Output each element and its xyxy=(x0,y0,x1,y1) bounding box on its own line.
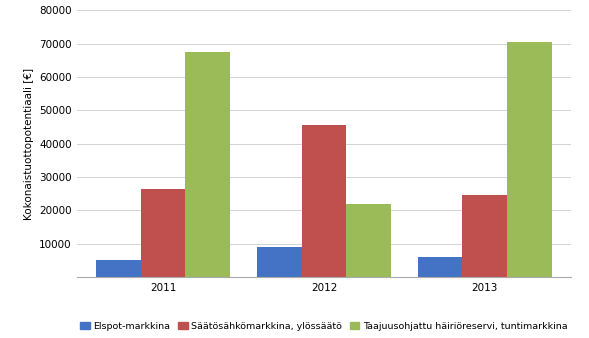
Bar xyxy=(186,52,230,277)
Bar xyxy=(418,257,462,277)
Bar xyxy=(97,261,141,277)
Bar xyxy=(302,125,346,277)
Bar xyxy=(507,42,551,277)
Y-axis label: Kokonaistuottopotentiaali [€]: Kokonaistuottopotentiaali [€] xyxy=(24,68,34,220)
Bar xyxy=(462,195,507,277)
Bar xyxy=(141,189,186,277)
Legend: Elspot-markkina, Säätösähkömarkkina, ylössäätö, Taajuusohjattu häiriöreservi, tu: Elspot-markkina, Säätösähkömarkkina, ylö… xyxy=(80,322,568,331)
Bar xyxy=(257,247,302,277)
Bar xyxy=(346,204,391,277)
